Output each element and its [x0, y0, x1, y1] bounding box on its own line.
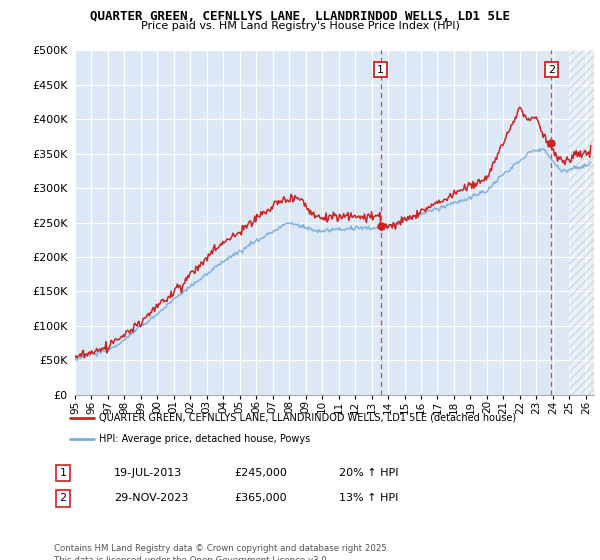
Text: 19-JUL-2013: 19-JUL-2013 [114, 468, 182, 478]
Text: QUARTER GREEN, CEFNLLYS LANE, LLANDRINDOD WELLS, LD1 5LE (detached house): QUARTER GREEN, CEFNLLYS LANE, LLANDRINDO… [99, 413, 516, 423]
Text: Price paid vs. HM Land Registry's House Price Index (HPI): Price paid vs. HM Land Registry's House … [140, 21, 460, 31]
Text: 20% ↑ HPI: 20% ↑ HPI [339, 468, 398, 478]
Text: 13% ↑ HPI: 13% ↑ HPI [339, 493, 398, 503]
Text: £245,000: £245,000 [234, 468, 287, 478]
Text: QUARTER GREEN, CEFNLLYS LANE, LLANDRINDOD WELLS, LD1 5LE: QUARTER GREEN, CEFNLLYS LANE, LLANDRINDO… [90, 10, 510, 23]
Text: HPI: Average price, detached house, Powys: HPI: Average price, detached house, Powy… [99, 435, 310, 444]
Text: 2: 2 [548, 65, 555, 74]
Text: 2: 2 [59, 493, 67, 503]
Text: £365,000: £365,000 [234, 493, 287, 503]
Text: 1: 1 [377, 65, 384, 74]
Text: 1: 1 [59, 468, 67, 478]
Text: Contains HM Land Registry data © Crown copyright and database right 2025.
This d: Contains HM Land Registry data © Crown c… [54, 544, 389, 560]
Bar [569, 50, 594, 395]
Text: 29-NOV-2023: 29-NOV-2023 [114, 493, 188, 503]
